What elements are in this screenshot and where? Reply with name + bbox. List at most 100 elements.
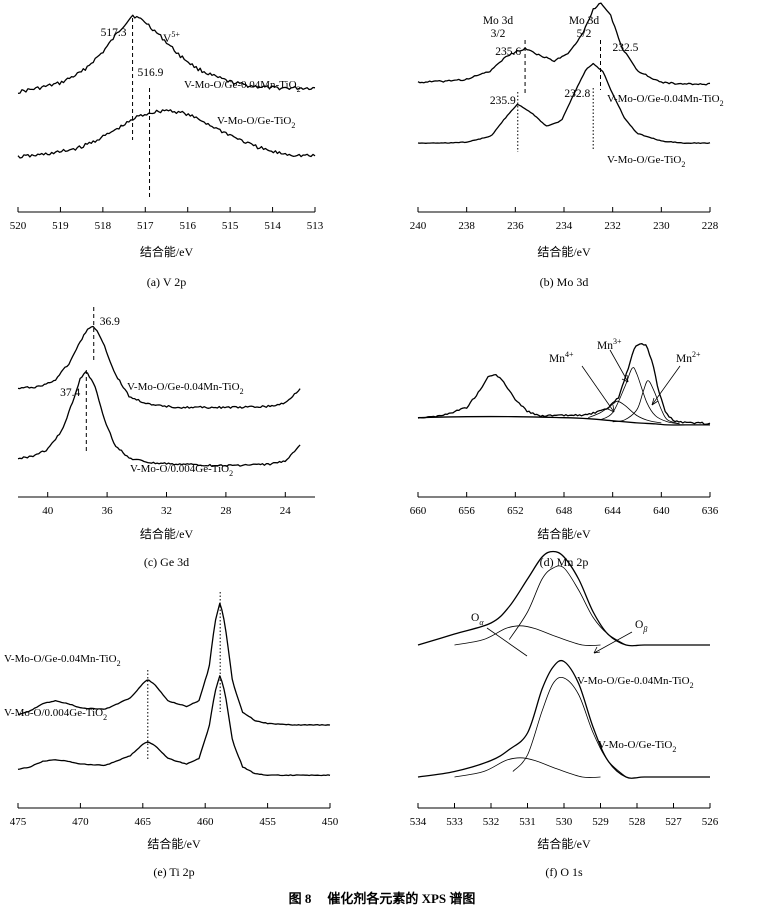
x-tick-label: 515 <box>222 220 239 232</box>
x-axis-label: 结合能/eV <box>140 526 194 541</box>
x-tick-label: 465 <box>135 816 152 828</box>
peak-value-label: 232.8 <box>564 88 590 100</box>
mn4-arrowhead <box>607 404 615 413</box>
mn4-label: Mn4+ <box>549 350 574 365</box>
mo3d-32-sublabel: 3/2 <box>491 28 506 40</box>
figure-number: 图 8 <box>289 891 312 906</box>
panel-caption: (f) O 1s <box>545 865 583 879</box>
panel-e: 475 470 465 460 455 450 结合能/eV (e) Ti 2p V-Mo-O/… <box>4 592 339 879</box>
mn3-leader <box>609 349 629 383</box>
mn3-label: Mn3+ <box>597 337 622 352</box>
series-label: V-Mo-O/Ge-TiO2 <box>607 154 685 169</box>
panel-b: 240 238 236 234 232 230 228 结合能/eV (b) Mo 3d Mo 3… <box>410 2 724 289</box>
series-line <box>417 343 711 425</box>
peak-value-label: 235.6 <box>495 46 521 58</box>
x-tick-label: 530 <box>556 816 573 828</box>
figure-title: 催化剂各元素的 XPS 谱图 <box>327 891 475 906</box>
mn2-leader <box>651 365 681 406</box>
mo3d-32-label: Mo 3d <box>483 15 514 27</box>
series-label: V-Mo-O/Ge-0.04Mn-TiO2 <box>607 93 724 108</box>
x-tick-label: 518 <box>95 220 112 232</box>
figure-caption: 图 8 催化剂各元素的 XPS 谱图 <box>289 890 476 907</box>
mn4-leader <box>581 365 615 413</box>
mo3d-52-sublabel: 5/2 <box>577 28 592 40</box>
x-tick-label: 514 <box>264 220 281 232</box>
o-alpha-leader <box>486 627 528 657</box>
peak-value-label: 517.3 <box>101 27 127 39</box>
x-tick-label: 236 <box>507 220 524 232</box>
x-tick-label: 475 <box>10 816 27 828</box>
series-line <box>588 400 662 424</box>
series-label: V-Mo-O/Ge-TiO2 <box>217 115 295 130</box>
series-label: V-Mo-O/Ge-0.04Mn-TiO2 <box>4 653 121 668</box>
series-line <box>512 676 627 778</box>
o-beta-arrowhead <box>593 646 601 654</box>
series-line <box>454 757 601 779</box>
peak-value-label: 232.5 <box>613 42 639 54</box>
x-axis-label: 结合能/eV <box>140 244 194 259</box>
x-tick-label: 234 <box>556 220 573 232</box>
x-tick-label: 228 <box>702 220 719 232</box>
series-line <box>454 625 601 647</box>
x-tick-label: 36 <box>102 505 114 517</box>
x-tick-label: 660 <box>410 505 427 517</box>
panel-caption: (a) V 2p <box>147 275 187 289</box>
x-tick-label: 652 <box>507 505 524 517</box>
x-tick-label: 529 <box>592 816 609 828</box>
o-alpha-label: Oα <box>471 612 484 627</box>
mn3-arrowhead <box>621 374 629 383</box>
series-label: V-Mo-O/0.004Ge-TiO2 <box>4 707 107 722</box>
series-label: V-Mo-O/Ge-0.04Mn-TiO2 <box>577 675 694 690</box>
x-tick-label: 520 <box>10 220 27 232</box>
x-tick-label: 516 <box>179 220 196 232</box>
panel-d: 660 656 652 648 644 640 636 结合能/eV (d) Mn 2p Mn4+… <box>410 337 719 569</box>
x-tick-label: 24 <box>280 505 292 517</box>
x-axis-label: 结合能/eV <box>537 244 591 259</box>
series-line <box>600 367 680 425</box>
x-tick-label: 230 <box>653 220 670 232</box>
x-tick-label: 513 <box>307 220 324 232</box>
series-line <box>508 565 627 646</box>
series-label: V-Mo-O/Ge-TiO2 <box>598 739 676 754</box>
x-tick-label: 232 <box>604 220 621 232</box>
x-tick-label: 238 <box>458 220 475 232</box>
x-axis-label: 结合能/eV <box>537 836 591 851</box>
v5-label: V5+ <box>163 30 180 45</box>
series-label: V-Mo-O/Ge-0.04Mn-TiO2 <box>184 79 301 94</box>
x-tick-label: 450 <box>322 816 339 828</box>
x-tick-label: 533 <box>446 816 463 828</box>
x-axis-label: 结合能/eV <box>147 836 201 851</box>
panel-c: 40 36 32 28 24 结合能/eV (c) Ge 3d 36.9 37.4 V-Mo-O/… <box>17 307 315 569</box>
x-tick-label: 636 <box>702 505 719 517</box>
mn2-arrowhead <box>651 397 659 406</box>
panel-caption: (d) Mn 2p <box>540 555 589 569</box>
series-line <box>17 109 316 159</box>
panel-caption: (b) Mo 3d <box>540 275 589 289</box>
peak-value-label: 36.9 <box>100 316 120 328</box>
peak-value-label: 37.4 <box>60 387 80 399</box>
peak-value-label: 235.9 <box>490 95 516 107</box>
x-tick-label: 648 <box>556 505 573 517</box>
x-tick-label: 527 <box>665 816 682 828</box>
series-line <box>417 2 711 86</box>
mn2-label: Mn2+ <box>676 350 701 365</box>
series-line <box>17 14 316 95</box>
x-tick-label: 531 <box>519 816 536 828</box>
panel-caption: (e) Ti 2p <box>153 865 194 879</box>
x-tick-label: 32 <box>161 505 172 517</box>
x-tick-label: 240 <box>410 220 427 232</box>
x-tick-label: 532 <box>483 816 500 828</box>
peak-value-label: 516.9 <box>138 67 164 79</box>
series-line <box>417 62 711 145</box>
x-axis-label: 结合能/eV <box>537 526 591 541</box>
series-line <box>17 325 301 409</box>
x-tick-label: 644 <box>604 505 621 517</box>
panel-caption: (c) Ge 3d <box>144 555 189 569</box>
o-beta-leader <box>593 631 633 654</box>
x-tick-label: 517 <box>137 220 154 232</box>
x-tick-label: 460 <box>197 816 214 828</box>
x-tick-label: 519 <box>52 220 69 232</box>
x-tick-label: 28 <box>220 505 232 517</box>
series-line <box>417 415 710 426</box>
